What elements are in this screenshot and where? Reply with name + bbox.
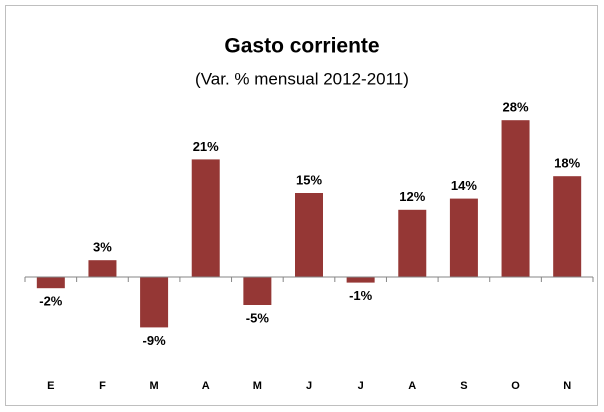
chart-subtitle: (Var. % mensual 2012-2011) [195, 69, 409, 88]
x-tick-label: E [47, 380, 54, 392]
bar [36, 277, 65, 289]
x-tick-label: S [460, 380, 467, 392]
x-tick-label: J [358, 380, 364, 392]
value-label: 28% [503, 100, 529, 115]
bar [243, 277, 272, 305]
x-tick-label: M [150, 380, 159, 392]
value-label: -5% [246, 310, 270, 325]
value-label: -2% [39, 294, 63, 309]
bar [449, 198, 478, 277]
value-label: 21% [193, 139, 219, 154]
x-tick-label: A [408, 380, 416, 392]
bar [398, 209, 427, 277]
bar [140, 277, 169, 328]
bar [295, 193, 323, 277]
x-tick-label: F [99, 380, 106, 392]
bar [553, 176, 582, 277]
x-tick-label: A [202, 380, 210, 392]
value-label: -1% [349, 288, 373, 303]
value-label: -9% [143, 333, 167, 348]
bar [88, 260, 117, 277]
x-tick-label: M [253, 380, 262, 392]
value-label: 18% [554, 156, 580, 171]
x-tick-label: O [511, 380, 520, 392]
bar [191, 159, 220, 277]
value-label: 15% [296, 172, 322, 187]
value-label: 14% [451, 178, 477, 193]
chart-title: Gasto corriente [224, 35, 379, 58]
bar [346, 277, 375, 283]
x-tick-label: J [306, 380, 312, 392]
x-tick-label: N [563, 380, 571, 392]
value-label: 3% [93, 240, 112, 255]
value-label: 12% [399, 189, 425, 204]
bar [501, 120, 530, 277]
